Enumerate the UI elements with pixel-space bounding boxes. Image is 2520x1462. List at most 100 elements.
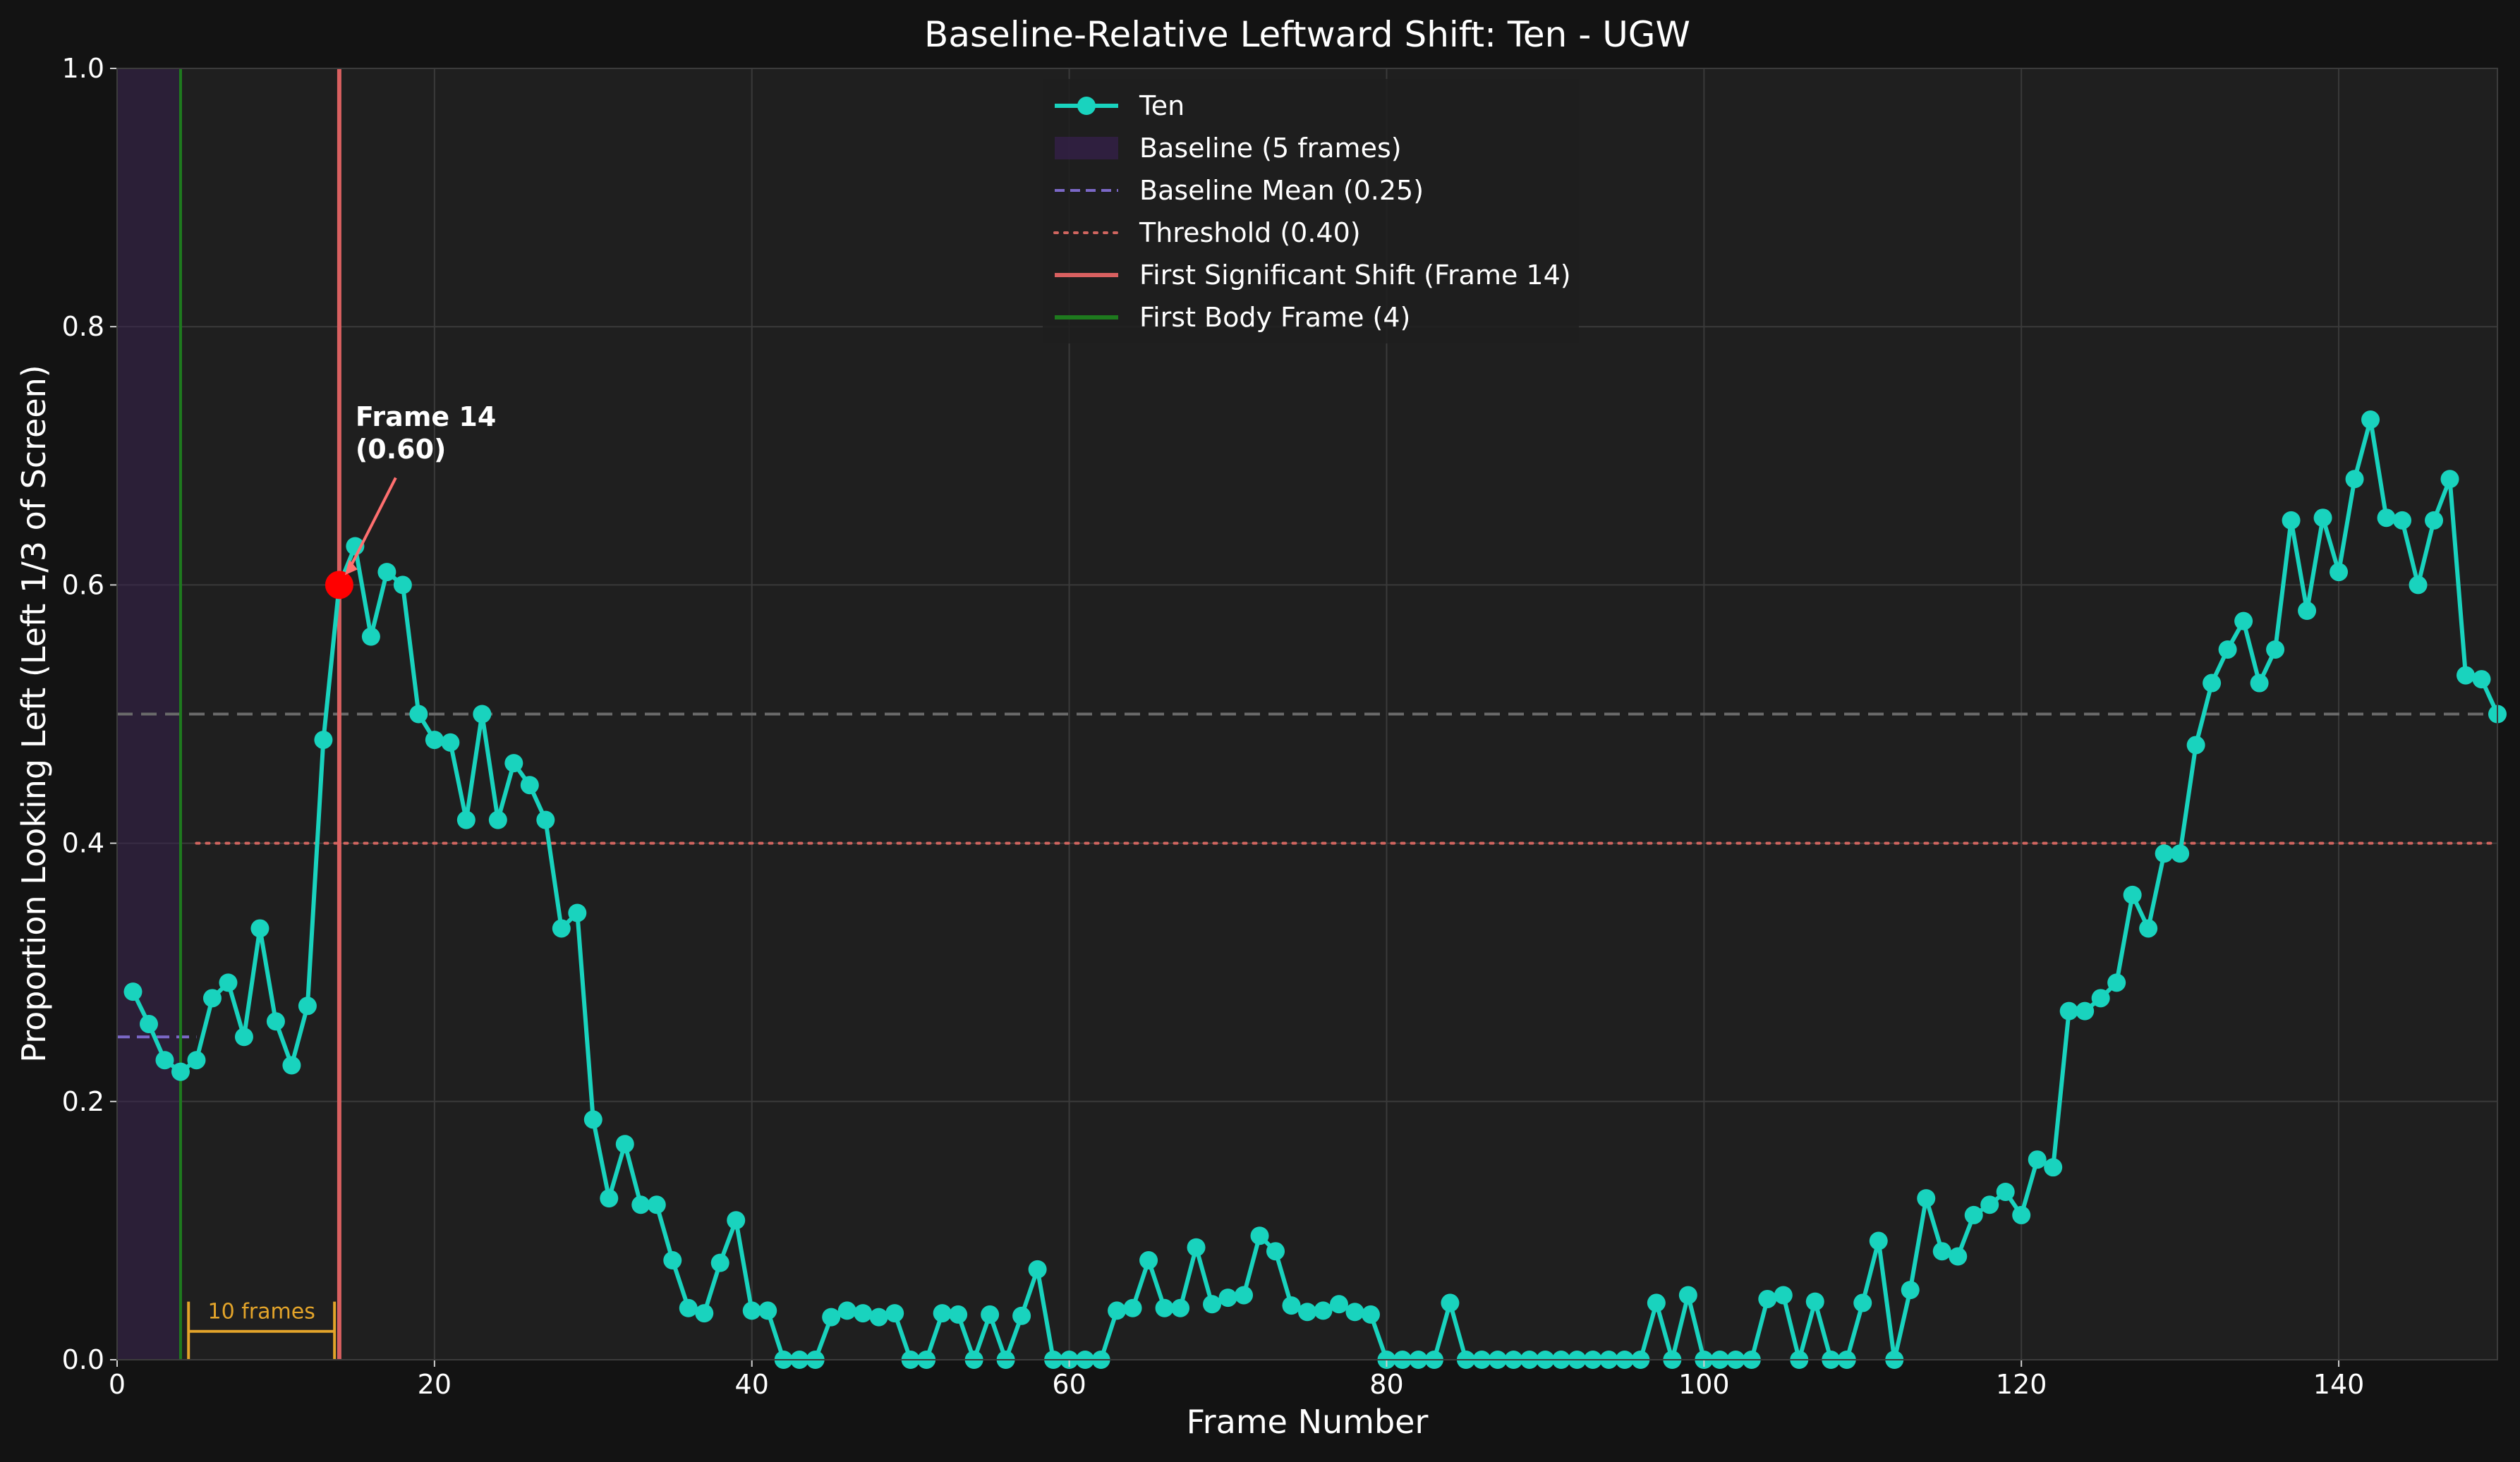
legend-label: Baseline Mean (0.25) xyxy=(1139,175,1424,206)
legend-box xyxy=(1043,79,1579,343)
bracket-label: 10 frames xyxy=(208,1299,315,1324)
data-point xyxy=(583,1110,602,1129)
data-point xyxy=(2203,674,2222,693)
data-point xyxy=(2361,410,2380,430)
data-point xyxy=(2076,1001,2095,1021)
y-tick-label: 0.0 xyxy=(62,1344,104,1375)
data-point xyxy=(1250,1226,1269,1245)
data-point xyxy=(187,1051,206,1070)
data-point xyxy=(504,754,523,773)
legend-item: Threshold (0.40) xyxy=(1053,217,1361,248)
data-point xyxy=(377,563,396,582)
legend-label: Ten xyxy=(1139,90,1185,121)
x-tick-label: 60 xyxy=(1052,1369,1086,1400)
data-point xyxy=(2440,470,2459,489)
reference-lines xyxy=(117,68,2499,1360)
data-point xyxy=(2472,670,2491,689)
data-point xyxy=(869,1308,888,1327)
y-tick-label: 1.0 xyxy=(62,53,104,84)
data-point xyxy=(2345,470,2364,489)
data-point xyxy=(202,989,222,1008)
data-point xyxy=(393,575,412,595)
data-point xyxy=(1901,1281,1920,1300)
shift-point-marker xyxy=(325,571,353,599)
data-point xyxy=(2107,973,2126,992)
data-point xyxy=(2250,674,2269,693)
annotation-frame-label: Frame 14 xyxy=(356,401,496,432)
data-point xyxy=(1282,1296,1301,1315)
data-point xyxy=(1314,1301,1333,1320)
legend-item: Baseline Mean (0.25) xyxy=(1055,175,1424,206)
data-point xyxy=(536,810,555,829)
data-point xyxy=(456,810,475,829)
data-point xyxy=(1869,1231,1888,1250)
data-point xyxy=(949,1305,968,1324)
x-tick-label: 40 xyxy=(735,1369,769,1400)
legend-label: Threshold (0.40) xyxy=(1139,217,1361,248)
x-tick-label: 20 xyxy=(418,1369,452,1400)
x-axis-label: Frame Number xyxy=(1187,1403,1429,1441)
data-point xyxy=(473,705,492,724)
data-point xyxy=(2330,563,2349,582)
data-point xyxy=(710,1253,729,1272)
data-point xyxy=(1441,1293,1460,1312)
annotations: Frame 14(0.60) 10 frames xyxy=(187,401,496,1360)
data-point xyxy=(2123,885,2142,904)
legend-swatch-patch xyxy=(1055,137,1118,159)
data-point xyxy=(2377,508,2396,528)
data-point xyxy=(520,776,539,795)
annotation-arrowhead xyxy=(344,559,358,575)
data-point xyxy=(2044,1158,2063,1177)
data-point xyxy=(1123,1298,1142,1317)
data-point xyxy=(314,731,333,750)
data-point xyxy=(742,1301,761,1320)
legend-swatch-marker xyxy=(1077,97,1096,115)
legend-item: Baseline (5 frames) xyxy=(1055,133,1402,164)
chart-title: Baseline-Relative Leftward Shift: Ten - … xyxy=(924,14,1690,55)
data-point xyxy=(282,1056,301,1075)
data-point xyxy=(1028,1260,1047,1279)
data-point xyxy=(2186,736,2205,755)
data-point xyxy=(1139,1251,1158,1270)
data-point xyxy=(647,1195,666,1214)
data-point xyxy=(2059,1001,2078,1021)
data-point xyxy=(1203,1295,1222,1314)
data-point xyxy=(1329,1295,1348,1314)
data-point xyxy=(2171,844,2190,863)
data-point xyxy=(1917,1189,1936,1208)
data-point xyxy=(695,1304,714,1323)
data-point xyxy=(933,1304,952,1323)
legend-label: First Body Frame (4) xyxy=(1139,302,1410,333)
data-point xyxy=(171,1062,190,1081)
data-point xyxy=(679,1298,698,1317)
x-tick-label: 100 xyxy=(1678,1369,1730,1400)
data-point xyxy=(2139,919,2158,938)
legend-label: Baseline (5 frames) xyxy=(1139,133,1402,164)
data-point xyxy=(1108,1301,1127,1320)
data-point xyxy=(631,1195,650,1214)
data-point xyxy=(1805,1292,1824,1311)
data-point xyxy=(1361,1305,1380,1324)
data-point xyxy=(552,919,571,938)
x-tick-label: 80 xyxy=(1369,1369,1403,1400)
data-point xyxy=(2218,640,2237,659)
data-point xyxy=(1187,1238,1206,1257)
y-axis-label: Proportion Looking Left (Left 1/3 of Scr… xyxy=(15,365,53,1062)
data-point xyxy=(425,731,444,750)
data-point xyxy=(1996,1182,2015,1201)
x-tick-label: 0 xyxy=(109,1369,126,1400)
data-point xyxy=(1235,1286,1254,1305)
data-point xyxy=(219,973,238,992)
data-point xyxy=(155,1051,174,1070)
data-point xyxy=(1647,1293,1666,1312)
data-point xyxy=(1853,1293,1872,1312)
data-point xyxy=(1949,1247,1968,1266)
data-point xyxy=(1932,1242,1951,1261)
data-point xyxy=(1171,1298,1190,1317)
data-point xyxy=(2409,575,2428,595)
data-point xyxy=(2457,666,2476,685)
data-point xyxy=(615,1135,634,1154)
data-point xyxy=(2425,511,2444,530)
y-tick-label: 0.4 xyxy=(62,828,104,859)
data-point xyxy=(1964,1205,1983,1224)
